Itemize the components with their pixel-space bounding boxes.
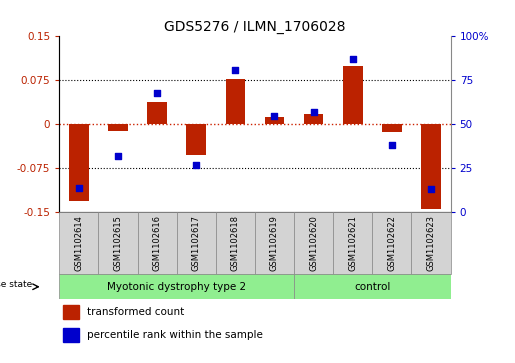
Bar <box>304 114 323 124</box>
Bar <box>63 305 79 319</box>
Point <box>270 113 279 118</box>
Text: GSM1102621: GSM1102621 <box>348 215 357 271</box>
Text: GSM1102619: GSM1102619 <box>270 215 279 271</box>
Text: Myotonic dystrophy type 2: Myotonic dystrophy type 2 <box>107 282 246 292</box>
Point <box>310 109 318 115</box>
Text: transformed count: transformed count <box>87 307 184 317</box>
Point <box>192 162 200 168</box>
Text: GSM1102615: GSM1102615 <box>113 215 123 271</box>
Point <box>427 187 435 192</box>
Bar <box>147 102 167 124</box>
Bar <box>138 212 177 274</box>
Bar <box>177 212 216 274</box>
Bar <box>294 212 333 274</box>
Bar <box>69 124 89 201</box>
Text: control: control <box>354 282 390 292</box>
Bar <box>343 66 363 124</box>
Point <box>153 90 161 95</box>
Text: GSM1102623: GSM1102623 <box>426 215 436 271</box>
Point <box>388 143 396 148</box>
Bar <box>255 212 294 274</box>
Bar <box>63 328 79 342</box>
Bar <box>421 124 441 209</box>
Bar <box>98 212 138 274</box>
Bar <box>59 274 294 299</box>
Point <box>75 185 83 191</box>
Bar <box>294 274 451 299</box>
Bar <box>265 117 284 124</box>
Bar <box>59 212 98 274</box>
Title: GDS5276 / ILMN_1706028: GDS5276 / ILMN_1706028 <box>164 20 346 34</box>
Text: disease state: disease state <box>0 280 32 289</box>
Bar <box>411 212 451 274</box>
Bar <box>333 212 372 274</box>
Bar <box>186 124 206 155</box>
Point <box>349 56 357 62</box>
Text: percentile rank within the sample: percentile rank within the sample <box>87 330 263 340</box>
Text: GSM1102620: GSM1102620 <box>309 215 318 271</box>
Bar <box>382 124 402 132</box>
Bar <box>108 124 128 131</box>
Text: GSM1102617: GSM1102617 <box>192 215 201 271</box>
Point <box>231 67 239 73</box>
Text: GSM1102622: GSM1102622 <box>387 215 397 271</box>
Bar <box>226 79 245 124</box>
Bar <box>372 212 411 274</box>
Bar <box>216 212 255 274</box>
Point <box>114 153 122 159</box>
Text: GSM1102614: GSM1102614 <box>74 215 83 271</box>
Text: GSM1102618: GSM1102618 <box>231 215 240 271</box>
Text: GSM1102616: GSM1102616 <box>152 215 162 271</box>
